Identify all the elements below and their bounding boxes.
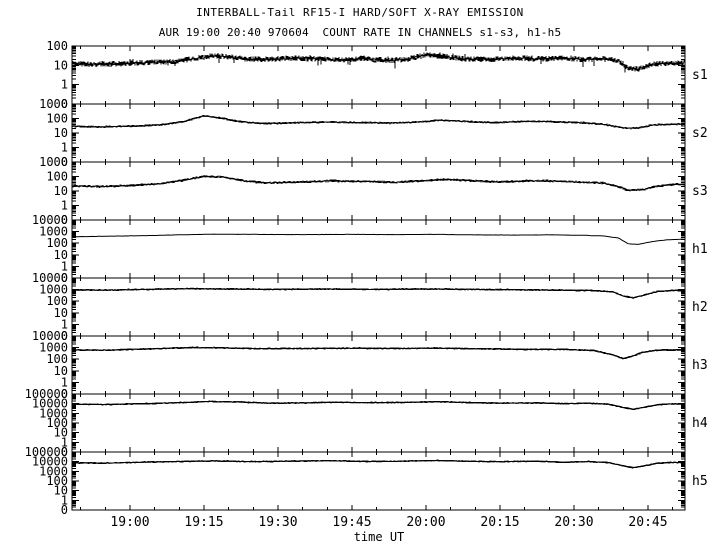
y-tick-label: 100: [46, 39, 68, 53]
trace-line-h4: [72, 400, 685, 410]
y-tick-label: 1000: [39, 155, 68, 169]
x-tick-label: 19:00: [110, 515, 149, 530]
x-axis-title: time UT: [354, 530, 405, 544]
y-tick-label: 1: [61, 493, 68, 507]
y-tick-label: 1: [61, 141, 68, 155]
x-axis-ticks: [80, 46, 674, 510]
y-tick-label: 1000: [39, 283, 68, 297]
y-axis-ticks-h1: [72, 220, 685, 275]
y-tick-label: 1: [61, 435, 68, 449]
trace-line-h5: [72, 459, 684, 468]
x-tick-label: 20:15: [480, 515, 519, 530]
x-tick-label: 20:45: [628, 515, 667, 530]
y-axis-ticks-h2: [72, 278, 685, 333]
trace-line-h2: [71, 287, 685, 299]
y-tick-label: 1000: [39, 464, 68, 478]
y-tick-label: 10000: [32, 329, 68, 343]
channel-label-s2: s2: [692, 126, 708, 141]
y-tick-label: 100000: [25, 445, 68, 459]
y-tick-label: 10: [54, 364, 68, 378]
y-axis-ticks-s2: [72, 104, 685, 159]
y-tick-label: 10000: [32, 455, 68, 469]
y-tick-label: 1: [61, 375, 68, 389]
trace-line-s3: [71, 175, 685, 191]
y-tick-label: 0: [61, 213, 68, 227]
y-tick-label: 10: [54, 126, 68, 140]
y-tick-label: 0: [61, 97, 68, 111]
y-axis-ticks-h4: [72, 394, 685, 450]
y-tick-label: 100: [46, 474, 68, 488]
y-tick-label: 0: [61, 387, 68, 401]
trace-line-h3: [71, 346, 685, 360]
trace-h4: [71, 400, 686, 411]
panel-border-h1: [71, 219, 686, 279]
y-tick-label: 0: [61, 503, 68, 517]
y-tick-label: 0: [61, 445, 68, 459]
y-tick-label: 1: [61, 259, 68, 273]
y-tick-label: 1000: [39, 97, 68, 111]
y-tick-label: 10000: [32, 213, 68, 227]
y-axis-ticks-h5: [72, 452, 685, 508]
channel-label-s1: s1: [692, 68, 708, 83]
y-tick-label: 1: [61, 78, 68, 92]
y-tick-label: 100: [46, 236, 68, 250]
x-tick-label: 19:30: [258, 515, 297, 530]
y-tick-label: 1000: [39, 225, 68, 239]
y-tick-label: 10: [54, 58, 68, 72]
channel-label-h3: h3: [692, 358, 708, 373]
y-tick-label: 1000: [39, 341, 68, 355]
y-axis-ticks-s1: [72, 46, 685, 99]
y-tick-label: 100: [46, 352, 68, 366]
y-tick-label: 10000: [32, 271, 68, 285]
trace-line-s2: [71, 115, 685, 129]
y-axis-ticks-s3: [72, 162, 685, 217]
chart-subtitle: AUR 19:00 20:40 970604 COUNT RATE IN CHA…: [158, 26, 562, 39]
x-tick-label: 19:45: [332, 515, 371, 530]
channel-label-h1: h1: [692, 242, 708, 257]
panel-border-s2: [71, 103, 686, 163]
y-tick-label: 100: [46, 294, 68, 308]
panel-border-h2: [71, 277, 686, 337]
trace-line-h1: [71, 233, 685, 245]
y-tick-label: 100000: [25, 387, 68, 401]
y-tick-label: 1: [61, 317, 68, 331]
y-tick-label: 1000: [39, 406, 68, 420]
y-tick-label: 100: [46, 170, 68, 184]
y-tick-label: 0: [61, 271, 68, 285]
y-tick-label: 10: [54, 248, 68, 262]
channel-label-h5: h5: [692, 474, 708, 489]
y-tick-label: 10: [54, 426, 68, 440]
trace-line-s1: [71, 53, 685, 71]
chart-title: INTERBALL-Tail RF15-I HARD/SOFT X-RAY EM…: [196, 6, 524, 19]
y-tick-label: 10: [54, 306, 68, 320]
y-tick-label: 1: [61, 199, 68, 213]
y-tick-label: 10000: [32, 397, 68, 411]
x-tick-label: 20:30: [554, 515, 593, 530]
channel-label-h4: h4: [692, 416, 708, 431]
panel-border-s3: [71, 161, 686, 221]
y-axis-ticks-h3: [72, 336, 685, 391]
panel-border-h3: [71, 335, 686, 395]
x-tick-label: 19:15: [184, 515, 223, 530]
y-tick-label: 0: [61, 155, 68, 169]
y-tick-label: 10: [54, 184, 68, 198]
x-tick-label: 20:00: [406, 515, 445, 530]
channel-label-s3: s3: [692, 184, 708, 199]
trace-s2: [71, 114, 686, 130]
y-tick-label: 100: [46, 416, 68, 430]
y-tick-label: 100: [46, 112, 68, 126]
y-tick-label: 10: [54, 484, 68, 498]
panel-border-s1: [71, 45, 686, 105]
y-tick-label: 0: [61, 329, 68, 343]
channel-label-h2: h2: [692, 300, 708, 315]
